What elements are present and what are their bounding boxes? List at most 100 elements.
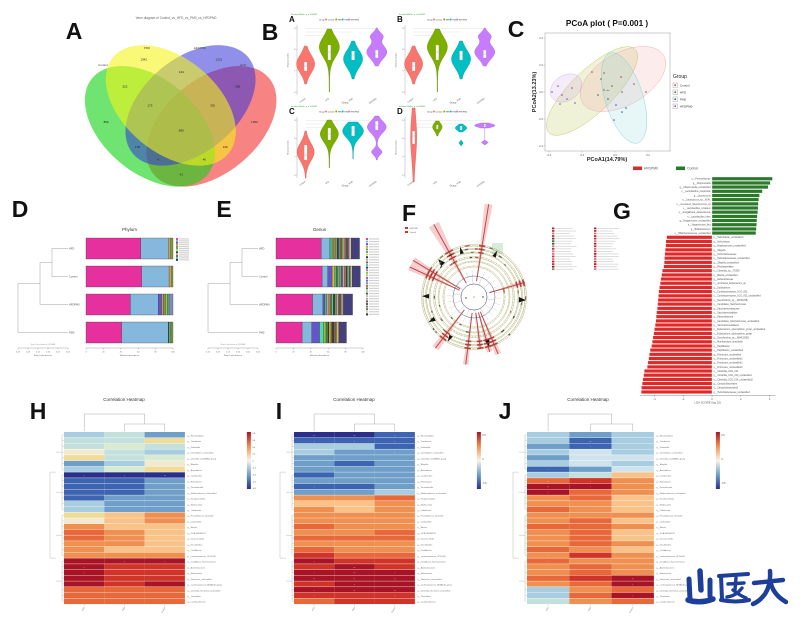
- svg-text:s__Helicobacteraceae_unclassif: s__Helicobacteraceae_unclassified: [714, 257, 751, 260]
- svg-text:1342: 1342: [140, 57, 147, 61]
- svg-text:g__Lachnospiraceae_NK4A136_gro: g__Lachnospiraceae_NK4A136_group: [187, 584, 222, 587]
- svg-text:320: 320: [210, 103, 215, 107]
- svg-text:*: *: [314, 441, 315, 443]
- svg-text:*: *: [632, 596, 633, 598]
- svg-text:865: 865: [179, 129, 184, 133]
- svg-text:g__Clostridiales_unclassified: g__Clostridiales_unclassified: [417, 452, 443, 455]
- svg-text:g__Firmicutes_unclassified: g__Firmicutes_unclassified: [656, 578, 680, 581]
- svg-text:g__Helicobacteraceae: g__Helicobacteraceae: [714, 253, 738, 256]
- svg-text:g__Prevotellaceae_UCG-001: g__Prevotellaceae_UCG-001: [417, 515, 444, 518]
- svg-text:HFD: HFD: [69, 247, 74, 251]
- svg-text:s__Lactobacillus_intes: s__Lactobacillus_intes: [687, 215, 711, 218]
- svg-text:g__Blautia: g__Blautia: [656, 526, 666, 529]
- svg-text:s__Bifidobacteriaceae_unclassi: s__Bifidobacteriaceae_unclassified: [675, 232, 712, 235]
- svg-text:**: **: [354, 579, 356, 581]
- svg-text:g__Clostridiales_unclassified: g__Clostridiales_unclassified: [656, 452, 682, 455]
- svg-text:**: **: [354, 590, 356, 592]
- svg-text:-0.5: -0.5: [721, 482, 726, 485]
- svg-text:*: *: [314, 596, 315, 598]
- svg-text:PCoA plot ( P=0.001 ): PCoA plot ( P=0.001 ): [566, 19, 649, 28]
- svg-text:g__Helicobacter: g__Helicobacter: [187, 480, 202, 483]
- svg-text:Control: Control: [98, 63, 108, 67]
- svg-text:g__Muribaculaceae_unclassified: g__Muribaculaceae_unclassified: [187, 493, 216, 495]
- svg-text:g__Candidatus_Saccharimonas: g__Candidatus_Saccharimonas: [417, 561, 445, 564]
- svg-text:s__Jeotgalibaca_dankookensis: s__Jeotgalibaca_dankookensis: [679, 211, 712, 214]
- svg-text:J: J: [499, 398, 512, 424]
- svg-text:g__Odoribacter: g__Odoribacter: [417, 509, 431, 512]
- svg-text:175: 175: [147, 103, 152, 107]
- svg-text:g__Muribaculaceae_unclassified: g__Muribaculaceae_unclassified: [656, 493, 685, 495]
- svg-text:Group: Group: [342, 102, 349, 105]
- svg-text:g__Lachnospiraceae_UCG-006: g__Lachnospiraceae_UCG-006: [187, 556, 216, 558]
- svg-text:g__Lactobacillaceae: g__Lactobacillaceae: [417, 601, 436, 604]
- svg-text:Genus: Genus: [313, 227, 327, 232]
- svg-text:g__Incertae_Sedis: g__Incertae_Sedis: [417, 538, 434, 541]
- svg-text:g__Acetatifactor: g__Acetatifactor: [417, 469, 432, 472]
- svg-text:g__Helicobacter: g__Helicobacter: [417, 480, 432, 483]
- svg-text:Kruskal-Wallis, p = 0.00011: Kruskal-Wallis, p = 0.00011: [291, 13, 318, 16]
- svg-text:g__Enterorhabdus: g__Enterorhabdus: [417, 435, 433, 438]
- svg-text:Relative abundance: Relative abundance: [310, 354, 330, 357]
- svg-text:g__Eubacterium: g__Eubacterium: [714, 286, 731, 289]
- svg-text:I: I: [276, 398, 282, 424]
- svg-text:1221: 1221: [216, 57, 223, 61]
- svg-text:g__Clostridia_UCG_014_unclassi: g__Clostridia_UCG_014_unclassified: [714, 374, 753, 377]
- svg-text:s__Coriobacteriaceae_UCG_002_u: s__Coriobacteriaceae_UCG_002_unclassifie…: [714, 295, 762, 298]
- svg-text:Group: Group: [450, 102, 457, 105]
- svg-text:g__Clostridiales_unclassified: g__Clostridiales_unclassified: [187, 452, 213, 455]
- svg-text:Group: Group: [427, 111, 433, 113]
- svg-text:g__Parasutterella: g__Parasutterella: [417, 486, 434, 489]
- svg-text:s__Eubacterium_xylanophilum_gr: s__Eubacterium_xylanophilum_group: [714, 332, 753, 335]
- svg-text:*: *: [590, 482, 591, 484]
- svg-text:*: *: [314, 487, 315, 489]
- svg-text:g__Prevotellaceae_UCG-001: g__Prevotellaceae_UCG-001: [187, 515, 214, 518]
- svg-text:A: A: [66, 18, 83, 44]
- svg-text:Kruskal-Wallis, p = 0.00011: Kruskal-Wallis, p = 0.00011: [399, 13, 426, 16]
- svg-text:PM0: PM0: [680, 98, 687, 102]
- svg-text:g__Patescibacteria: g__Patescibacteria: [714, 316, 734, 319]
- svg-text:Shannon index: Shannon index: [288, 52, 290, 68]
- svg-text:-0.4: -0.4: [539, 144, 544, 148]
- svg-text:-0.2: -0.2: [539, 117, 544, 121]
- svg-text:g__Helicobacteraceae_unclassif: g__Helicobacteraceae_unclassified: [714, 391, 751, 394]
- svg-text:**: **: [164, 476, 166, 478]
- svg-text:-0.2: -0.2: [580, 153, 585, 157]
- svg-text:HFDPM0: HFDPM0: [644, 167, 658, 171]
- svg-text:HFDPM0: HFDPM0: [410, 228, 419, 230]
- svg-text:g__Parasutterella: g__Parasutterella: [656, 486, 673, 489]
- svg-text:D: D: [12, 196, 29, 222]
- svg-text:g__Firmicutes_unclassified: g__Firmicutes_unclassified: [714, 353, 742, 356]
- svg-text:g__Lactobacillaceae: g__Lactobacillaceae: [656, 601, 675, 604]
- svg-text:869: 869: [104, 120, 109, 124]
- svg-text:*: *: [394, 441, 395, 443]
- svg-text:g__Shigella: g__Shigella: [714, 250, 727, 252]
- svg-text:g__Oscillibacter: g__Oscillibacter: [187, 549, 202, 552]
- svg-text:B: B: [262, 19, 279, 45]
- svg-text:g__Clostridia_UCG-014_unclassi: g__Clostridia_UCG-014_unclassified: [417, 589, 450, 592]
- svg-text:*: *: [314, 573, 315, 575]
- svg-text:g__Desulfovibrio: g__Desulfovibrio: [656, 544, 672, 546]
- svg-text:s__Eubacterium_xylanophilum_gr: s__Eubacterium_xylanophilum_group_unclas…: [714, 328, 766, 331]
- svg-text:s__Murribaculum_intestinale: s__Murribaculum_intestinale: [714, 341, 744, 344]
- svg-text:-0.4: -0.4: [547, 153, 552, 157]
- svg-text:g__Clostridium: g__Clostridium: [656, 595, 670, 598]
- svg-text:g__Muribaculum: g__Muribaculum: [417, 504, 432, 506]
- svg-text:g__Eubacterium: g__Eubacterium: [656, 572, 671, 575]
- svg-text:**: **: [394, 579, 396, 581]
- svg-text:g__Acetatifactor: g__Acetatifactor: [187, 469, 202, 472]
- svg-text:c__Lactobacillus_intestinalis: c__Lactobacillus_intestinalis: [682, 190, 712, 193]
- svg-text:0.2: 0.2: [646, 153, 650, 157]
- svg-text:g__Clostridium: g__Clostridium: [187, 595, 201, 598]
- svg-text:**: **: [590, 441, 592, 443]
- svg-text:g__Lactobacillus: g__Lactobacillus: [187, 475, 202, 478]
- svg-text:C: C: [289, 107, 295, 116]
- svg-text:*: *: [354, 585, 355, 587]
- svg-text:*: *: [548, 470, 549, 472]
- svg-text:s__Saccharimonadales: s__Saccharimonadales: [714, 312, 739, 315]
- svg-text:46: 46: [203, 158, 207, 162]
- svg-text:0.0: 0.0: [539, 90, 543, 94]
- svg-text:HFDPM0: HFDPM0: [459, 111, 468, 113]
- svg-text:g__Prevotellaceae_UCG-001: g__Prevotellaceae_UCG-001: [656, 515, 683, 518]
- svg-text:g__Helicobacter: g__Helicobacter: [656, 480, 671, 483]
- svg-text:Bray-Curtis distance: Bray-Curtis distance: [224, 354, 243, 357]
